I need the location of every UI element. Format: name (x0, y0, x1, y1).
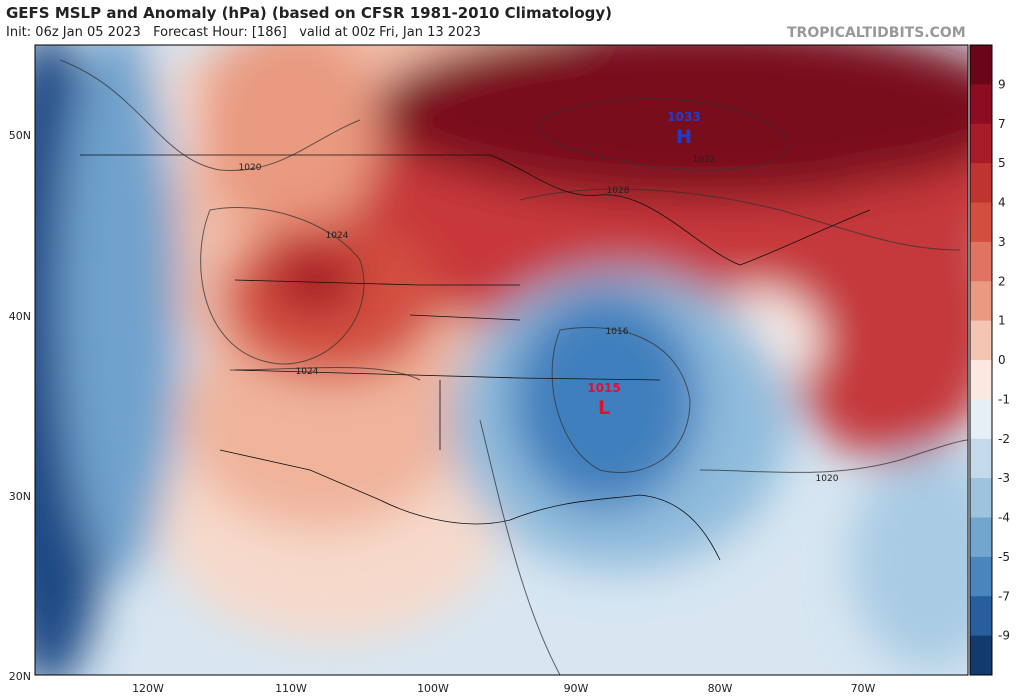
colorbar-label: 1 (998, 314, 1006, 328)
contour-labels: 1020 1024 1024 1016 1032 1028 1020 (239, 155, 839, 484)
colorbar-segment (970, 517, 992, 558)
contour-label: 1020 (816, 474, 839, 484)
isobars (59, 59, 968, 675)
colorbar-label: 5 (998, 156, 1006, 170)
high-value: 1033 (667, 110, 700, 124)
colorbar-label: 4 (998, 196, 1006, 210)
colorbar-label: 2 (998, 274, 1006, 288)
colorbar-segment (970, 281, 992, 322)
lon-label: 120W (132, 682, 164, 695)
colorbar-segment (970, 438, 992, 479)
colorbar-segment (970, 478, 992, 518)
boundaries (80, 154, 871, 561)
map-frame (34, 44, 969, 676)
colorbar-label: 9 (998, 77, 1006, 91)
lon-label: 100W (417, 682, 449, 695)
colorbar-frame (969, 44, 993, 676)
low-value: 1015 (587, 381, 620, 395)
colorbar-label: 7 (998, 117, 1006, 131)
lon-label: 90W (564, 682, 589, 695)
contour-label: 1016 (606, 327, 629, 337)
contour-label: 1032 (693, 155, 716, 165)
lon-label: 80W (708, 682, 733, 695)
colorbar-label: -1 (998, 392, 1010, 406)
colorbar-segment (970, 84, 992, 125)
colorbar-label: -9 (998, 629, 1010, 643)
colorbar-label: -5 (998, 550, 1010, 564)
lon-label: 110W (275, 682, 307, 695)
lat-label: 20N (9, 670, 31, 683)
colorbar-segment (970, 320, 992, 361)
contour-label: 1024 (296, 367, 319, 377)
colorbar-segment (970, 123, 992, 164)
contour-label: 1024 (326, 231, 349, 241)
contour-label: 1020 (239, 163, 262, 173)
subtitle: Init: 06z Jan 05 2023 Forecast Hour: [18… (6, 25, 481, 40)
lat-label: 50N (9, 129, 31, 142)
colorbar-label: -4 (998, 511, 1010, 525)
colorbar-label: 3 (998, 235, 1006, 249)
colorbar-segment (970, 635, 992, 676)
colorbar-segment (970, 556, 992, 597)
high-symbol: H (676, 126, 692, 148)
colorbar-label: -2 (998, 432, 1010, 446)
colorbar-segment (970, 202, 992, 243)
colorbar-segment (970, 360, 992, 400)
colorbar-segment (970, 596, 992, 637)
colorbar-label: -7 (998, 589, 1010, 603)
credit: TROPICALTIDBITS.COM (787, 25, 966, 41)
contour-label: 1028 (607, 186, 630, 196)
colorbar-segment (970, 241, 992, 282)
title: GEFS MSLP and Anomaly (hPa) (based on CF… (6, 4, 612, 22)
colorbar: 9 7 5 4 3 2 1 0 -1 -2 -3 -4 -5 -7 -9 (969, 44, 1010, 676)
lat-label: 40N (9, 310, 31, 323)
axis-labels: 50N 40N 30N 20N 120W 110W 100W 90W 80W 70W (9, 129, 876, 695)
lat-label: 30N (9, 490, 31, 503)
colorbar-label: -3 (998, 471, 1010, 485)
colorbar-segment (970, 399, 992, 440)
colorbar-segment (970, 163, 992, 203)
lon-label: 70W (851, 682, 876, 695)
colorbar-segment (970, 45, 992, 85)
low-symbol: L (598, 397, 610, 419)
colorbar-label: 0 (998, 353, 1006, 367)
